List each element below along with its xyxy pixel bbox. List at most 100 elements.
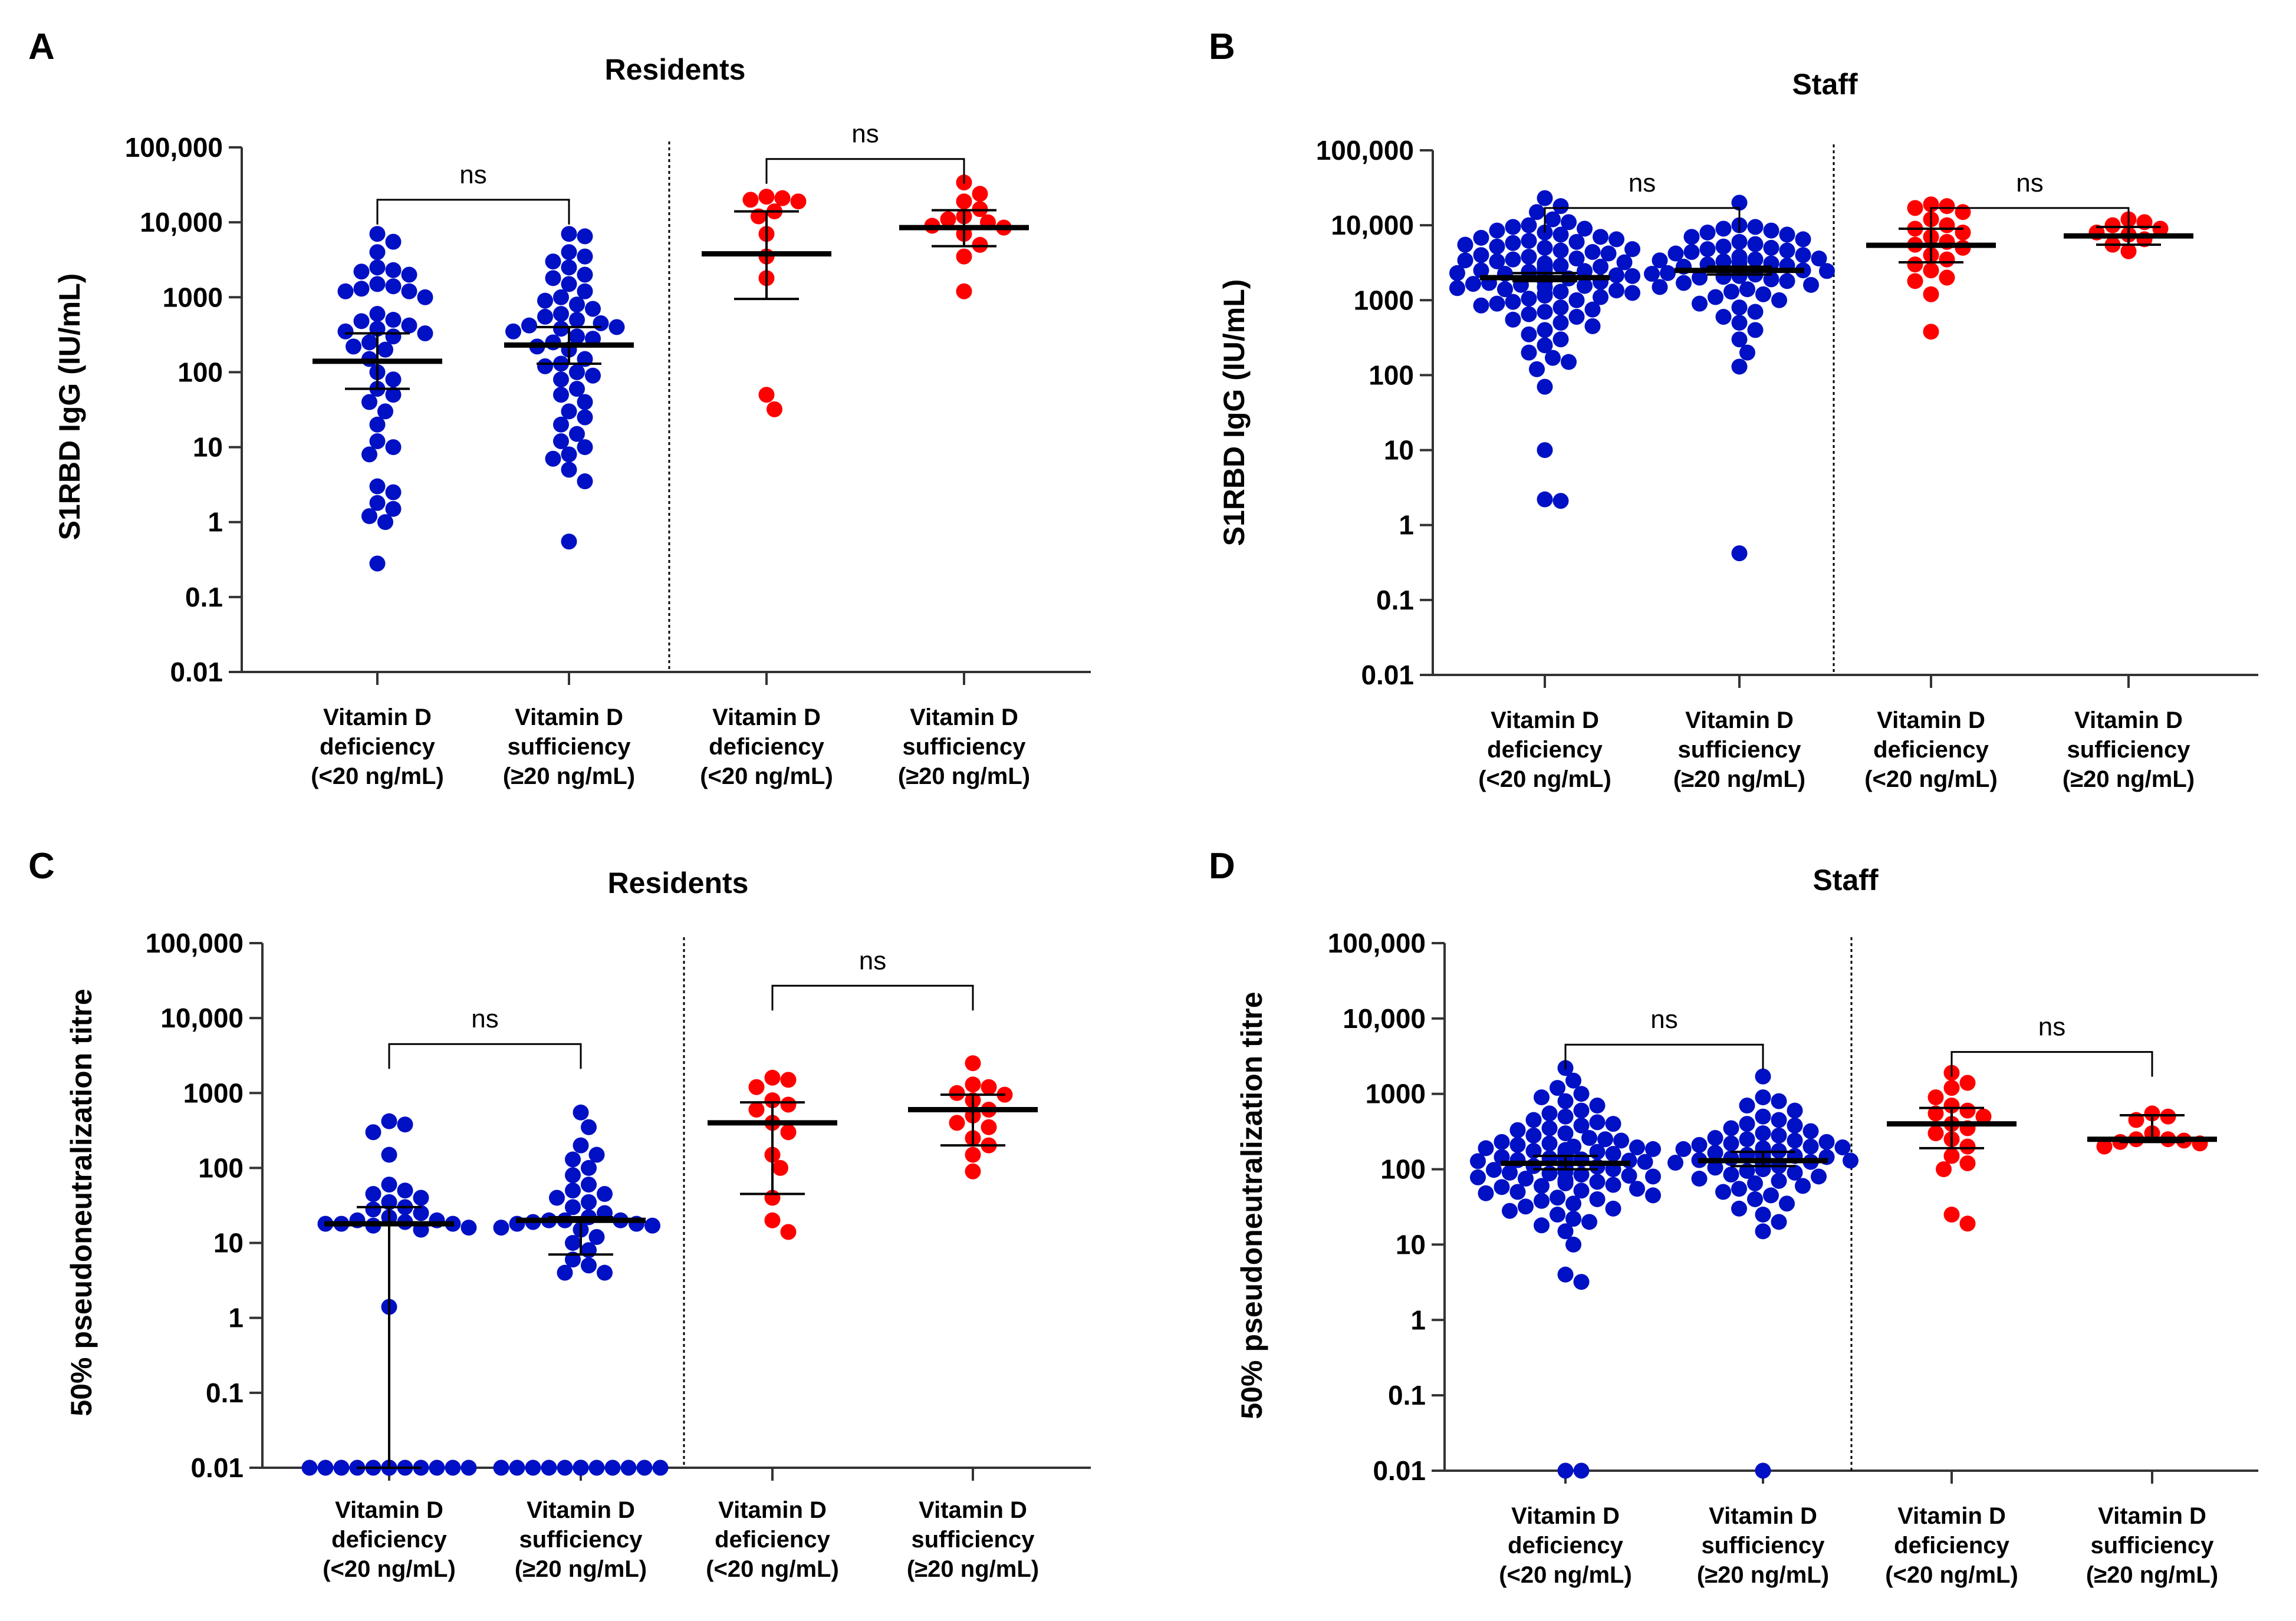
data-point — [1621, 1168, 1637, 1184]
data-point — [636, 1459, 653, 1476]
data-point — [569, 381, 585, 397]
data-point — [377, 514, 393, 531]
data-point — [1529, 204, 1545, 220]
data-point — [1478, 1185, 1494, 1201]
x-tick-label: (≥20 ng/mL) — [1697, 1562, 1829, 1588]
data-point — [577, 394, 593, 410]
data-point — [1605, 1145, 1621, 1162]
data-point — [1489, 253, 1505, 269]
data-point — [553, 321, 569, 337]
panel-d: D Staff 50% pseudoneutralization titre 0.01… — [1209, 846, 2258, 1588]
data-point — [1795, 247, 1811, 263]
data-point — [581, 1159, 597, 1176]
data-point — [1593, 258, 1608, 275]
data-point — [385, 262, 402, 278]
x-tick-label: sufficiency — [508, 734, 631, 760]
data-point — [1692, 295, 1708, 312]
data-point — [1747, 219, 1764, 235]
data-point — [1939, 251, 1955, 268]
data-point — [1518, 1198, 1534, 1215]
data-point — [1529, 361, 1545, 377]
data-point — [608, 319, 625, 335]
data-point — [1534, 1089, 1550, 1106]
x-tick-label: Vitamin D — [2098, 1503, 2206, 1529]
data-point — [385, 233, 402, 250]
data-point — [620, 1459, 637, 1476]
data-point — [1707, 1130, 1723, 1146]
data-point — [1489, 222, 1505, 239]
data-point — [1739, 1131, 1755, 1148]
data-point — [561, 446, 577, 463]
data-point — [369, 226, 386, 242]
data-point — [1573, 1117, 1590, 1134]
data-point — [1691, 1171, 1708, 1187]
x-tick-label: Vitamin D — [919, 1497, 1027, 1523]
data-point — [764, 1092, 781, 1109]
data-point — [1581, 1130, 1597, 1146]
data-point — [1936, 1161, 1952, 1178]
data-point — [397, 1116, 413, 1133]
data-point — [1843, 1152, 1858, 1169]
data-point — [1489, 238, 1505, 255]
data-point — [780, 1096, 797, 1113]
data-point — [1667, 245, 1684, 262]
data-point — [1573, 1462, 1590, 1479]
data-point — [573, 1104, 589, 1121]
significance-label: ns — [851, 120, 879, 149]
panel-label: D — [1209, 846, 1235, 887]
data-point — [561, 259, 577, 276]
data-point — [381, 1113, 397, 1129]
data-point — [965, 1076, 981, 1093]
data-point — [1545, 211, 1561, 228]
y-tick-label: 100,000 — [1316, 135, 1414, 166]
data-point — [949, 1115, 965, 1131]
y-tick-label: 0.01 — [1361, 660, 1414, 690]
x-tick-label: (<20 ng/mL) — [1478, 766, 1611, 792]
data-point — [1449, 280, 1465, 296]
x-tick-label: (<20 ng/mL) — [700, 763, 833, 789]
data-point — [353, 263, 370, 280]
data-point — [369, 433, 386, 450]
x-tick-label: sufficiency — [912, 1527, 1035, 1553]
data-point — [1644, 266, 1660, 282]
data-point — [1795, 231, 1811, 248]
data-point — [1521, 326, 1537, 342]
data-point — [604, 1459, 621, 1476]
data-point — [1573, 1167, 1590, 1183]
data-point — [1537, 322, 1553, 338]
data-point — [965, 1163, 981, 1179]
data-point — [2144, 1105, 2160, 1122]
data-point — [585, 301, 601, 317]
data-point — [965, 1146, 981, 1163]
data-point — [1502, 1202, 1518, 1219]
data-point — [569, 426, 585, 442]
data-point — [1593, 289, 1608, 305]
x-tick-label: Vitamin D — [1897, 1503, 2006, 1529]
data-point — [1834, 1139, 1851, 1155]
data-point — [2152, 220, 2169, 237]
significance-bracket — [1930, 207, 2130, 233]
data-point — [1608, 267, 1624, 284]
data-point — [365, 1124, 381, 1141]
panel-a: A Residents S1RBD IgG (IU/mL) 0.01 0.1 1 10 100… — [28, 27, 1091, 789]
x-tick-label: sufficiency — [519, 1527, 643, 1553]
data-point — [553, 416, 569, 433]
data-point — [1787, 1132, 1803, 1149]
data-point — [365, 1201, 381, 1218]
data-point — [1811, 251, 1827, 267]
data-point — [569, 296, 585, 313]
x-tick-label: deficiency — [320, 734, 435, 760]
data-point — [569, 312, 585, 328]
x-tick-label: (<20 ng/mL) — [1864, 766, 1998, 792]
data-point — [1652, 252, 1668, 269]
data-point — [1473, 247, 1489, 263]
x-tick-label: (<20 ng/mL) — [1499, 1562, 1632, 1588]
data-point — [1943, 1148, 1960, 1164]
y-tick-label: 1 — [1399, 510, 1414, 541]
data-point — [644, 1217, 660, 1234]
data-point — [1755, 1089, 1771, 1106]
data-point — [1683, 243, 1700, 260]
data-point — [588, 1146, 605, 1163]
data-point — [1699, 241, 1716, 258]
data-point — [361, 446, 377, 463]
